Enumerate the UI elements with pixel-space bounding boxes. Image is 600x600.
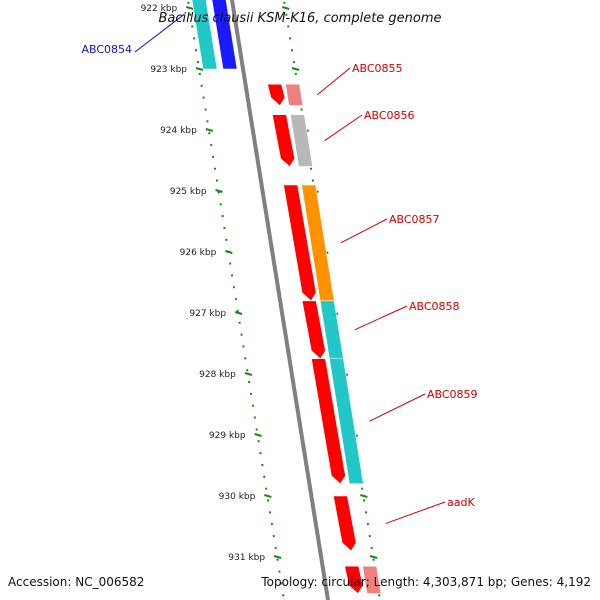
kbp-tick-label: 931 kbp [228, 553, 265, 563]
kbp-tick-mark [369, 555, 378, 559]
gene-label-connector [385, 501, 446, 524]
kbp-tick-mark [264, 494, 272, 498]
gene-unnamed-cog [362, 565, 382, 594]
label-layer: ABC0854 ABC0855 ABC0856 ABC0857 ABC0858 ABC08… [81, 13, 478, 524]
kbp-tick-mark [234, 311, 243, 315]
gene-abc0859-cds [311, 358, 346, 485]
kbp-tick-mark [186, 6, 194, 10]
kbp-tick-mark [215, 189, 223, 193]
gene-label-abc0858: ABC0858 [409, 300, 460, 313]
gene-label-connector [316, 67, 351, 96]
gene-aadk-cds [332, 495, 357, 552]
kbp-tick-label: 926 kbp [180, 248, 217, 258]
gene-abc0857-cds [283, 184, 317, 302]
inner-tick-track [186, 0, 286, 600]
gene-label-connector [134, 13, 185, 53]
gene-abc0854-cds [211, 0, 238, 70]
gene-label-aadk: aadK [447, 496, 475, 509]
feature-layer [191, 0, 382, 595]
gene-abc0855-cog [285, 83, 304, 106]
gene-label-connector [354, 305, 408, 331]
gene-abc0855-cds [267, 83, 286, 107]
kbp-tick-mark [291, 67, 300, 71]
kbp-tick-mark [273, 555, 282, 559]
gene-label-abc0856: ABC0856 [364, 109, 415, 122]
kbp-tick-label: 930 kbp [219, 492, 256, 502]
kbp-tick-mark [244, 372, 253, 376]
kbp-tick-mark [195, 67, 204, 71]
kbp-tick-mark [254, 433, 262, 437]
gene-label-connector [324, 114, 363, 142]
accession-text: Accession: NC_006582 [8, 575, 144, 589]
gene-abc0856-cds [271, 114, 295, 168]
genome-backbone [229, 0, 331, 600]
kbp-tick-label: 924 kbp [160, 126, 197, 136]
map-title: Bacillus clausii KSM-K16, complete genom… [158, 11, 441, 26]
gene-abc0858-cds [301, 300, 326, 360]
kbp-tick-mark [360, 494, 368, 498]
gene-label-abc0854: ABC0854 [81, 43, 132, 56]
kbp-tick-mark [282, 6, 290, 10]
kbp-tick-label: 923 kbp [150, 65, 187, 75]
kbp-tick-label: 927 kbp [189, 309, 226, 319]
gene-label-abc0857: ABC0857 [389, 213, 440, 226]
kbp-tick-mark [225, 250, 233, 254]
gene-unnamed-cds [344, 565, 364, 595]
kbp-tick-label: 929 kbp [209, 431, 246, 441]
gene-label-connector [340, 218, 388, 244]
gene-label-abc0859: ABC0859 [427, 388, 478, 401]
gene-abc0859-cog [329, 358, 364, 485]
gene-label-connector [369, 393, 426, 422]
kbp-tick-label: 922 kbp [141, 4, 178, 14]
topology-text: Topology: circular; Length: 4,303,871 bp… [260, 575, 591, 589]
kbp-tick-label: 928 kbp [199, 370, 236, 380]
gene-abc0854-cog [191, 0, 218, 70]
kbp-tick-label: 925 kbp [170, 187, 207, 197]
gene-label-abc0855: ABC0855 [352, 62, 403, 75]
gene-abc0856-cog [290, 114, 314, 167]
kbp-tick-mark [205, 128, 214, 132]
